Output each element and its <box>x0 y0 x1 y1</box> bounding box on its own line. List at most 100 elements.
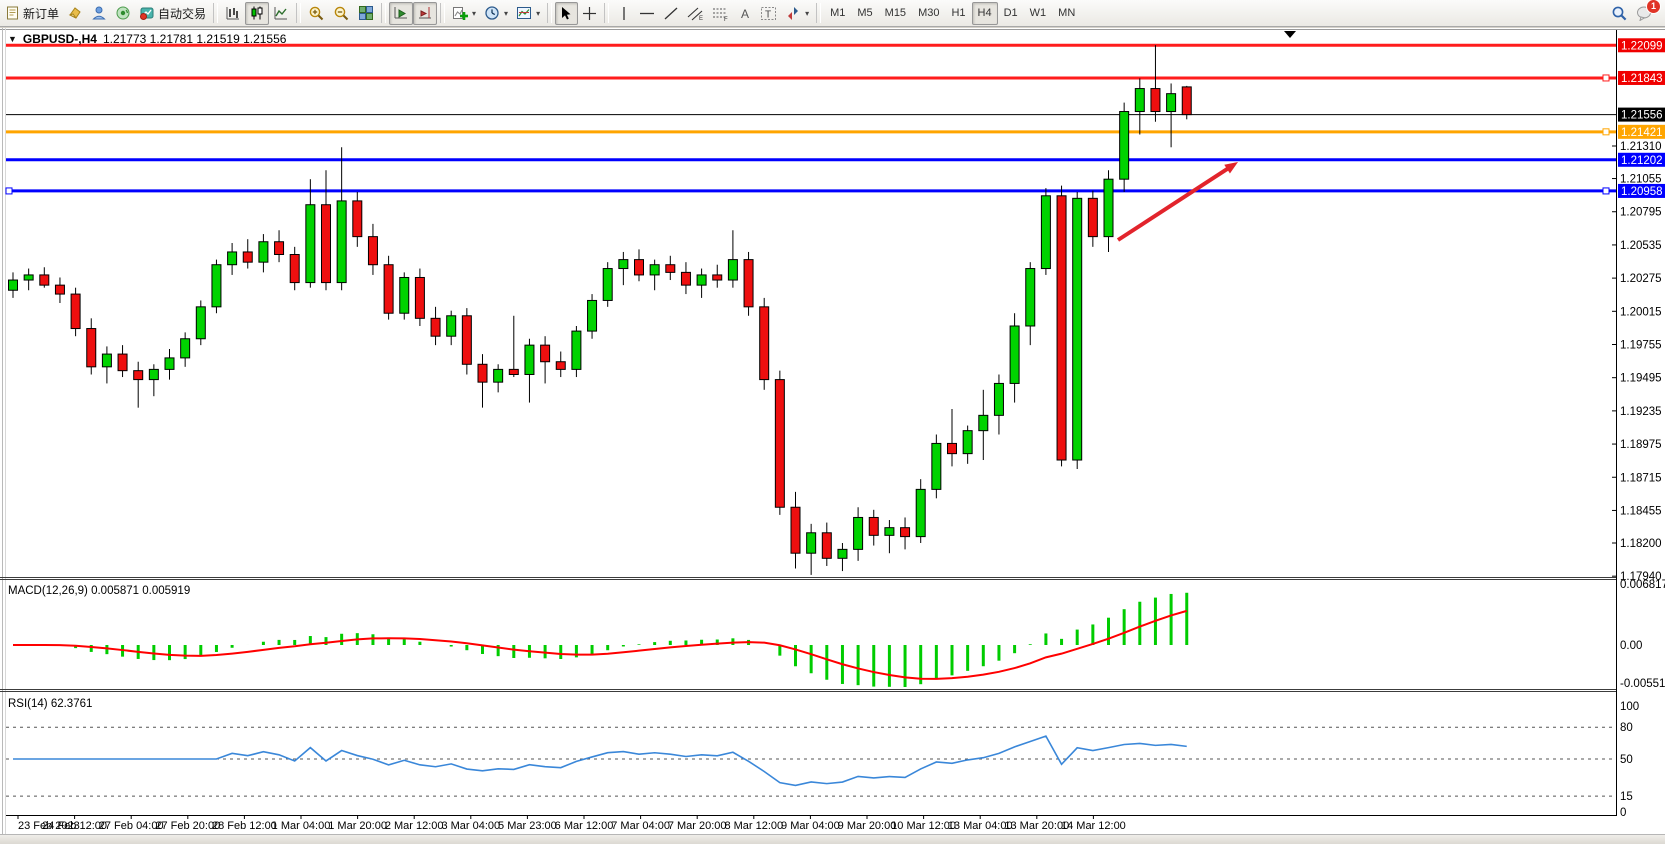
price-label-box <box>1618 124 1665 139</box>
time-axis-label: 3 Mar 04:00 <box>441 820 500 832</box>
timeframe-button-w1[interactable]: W1 <box>1029 7 1047 19</box>
candles-layer[interactable] <box>8 45 1192 575</box>
auto-scroll-button[interactable] <box>389 1 414 25</box>
candle-27 <box>430 317 441 337</box>
gbpusd-h4-chart[interactable]: 1.21310 1.21055 1.20795 1.20535 1.20275 1.200… <box>0 28 1665 834</box>
tile-windows-icon <box>359 6 374 20</box>
macd-scale-label: -0.005518 <box>1620 678 1665 690</box>
toolbar-separator <box>604 3 610 23</box>
time-axis-label: 5 Mar 23:00 <box>498 820 557 832</box>
tile-windows-button[interactable] <box>354 2 378 25</box>
line-chart-mode-button[interactable] <box>269 2 293 25</box>
candle-44 <box>696 274 707 286</box>
zoom-out-button[interactable] <box>329 2 354 25</box>
candle-35 <box>555 361 566 370</box>
time-axis-label: 2 Mar 12:00 <box>385 820 444 832</box>
autotrading-button[interactable]: 自动交易 <box>135 2 210 25</box>
templates-dropdown-icon[interactable]: ▾ <box>536 8 541 18</box>
bar-chart-mode-button[interactable] <box>221 2 245 25</box>
price-tick-label: 1.21055 <box>1620 174 1662 186</box>
price-label-box <box>1618 152 1665 167</box>
candle-0 <box>8 279 18 291</box>
timeframe-group: M1 M5 M15 M30 H1 H4 D1 W1 MN <box>824 1 1081 25</box>
fibonacci-button[interactable]: F <box>708 2 733 25</box>
community-button[interactable] <box>87 2 111 25</box>
macd-scale-label: 0.00 <box>1620 640 1642 652</box>
price-label: 1.22099 <box>1621 40 1663 52</box>
signals-button[interactable] <box>111 2 135 25</box>
periods-dropdown-icon[interactable]: ▾ <box>504 8 509 18</box>
svg-text:A: A <box>741 7 749 21</box>
new-order-button[interactable]: 新订单 <box>2 2 63 25</box>
search-icon <box>1612 6 1627 20</box>
templates-button[interactable]: ▾ <box>512 2 544 25</box>
line-anchor[interactable] <box>1602 187 1610 195</box>
arrows-dropdown-icon[interactable]: ▾ <box>805 8 810 18</box>
toolbar-separator <box>816 3 822 23</box>
text-button[interactable]: A <box>733 2 756 25</box>
chart-window: 1.21310 1.21055 1.20795 1.20535 1.20275 1.200… <box>0 28 1665 834</box>
arrows-button[interactable]: ▾ <box>781 2 813 25</box>
chart-end-marker-icon <box>1284 31 1296 38</box>
periods-button[interactable]: ▾ <box>480 2 512 25</box>
candle-4 <box>70 293 81 330</box>
macd-signal-line <box>12 609 1188 680</box>
timeframe-button-m5[interactable]: M5 <box>857 7 873 19</box>
metaeditor-button[interactable] <box>63 2 87 25</box>
auto-scroll-icon <box>394 7 408 19</box>
horizontal-line-button[interactable] <box>635 2 659 25</box>
chart-shift-button[interactable] <box>413 1 438 25</box>
status-bar <box>0 834 1665 844</box>
timeframe-button-h4[interactable]: H4 <box>971 1 998 25</box>
crosshair-button[interactable] <box>578 2 601 25</box>
timeframe-button-mn[interactable]: MN <box>1058 7 1076 19</box>
candle-5 <box>86 328 97 368</box>
candle-16 <box>258 241 269 263</box>
timeframe-button-m15[interactable]: M15 <box>884 7 907 19</box>
price-label-box <box>1618 70 1665 85</box>
trend-arrow-head[interactable] <box>1224 162 1238 174</box>
trendline-button[interactable] <box>659 2 683 25</box>
timeframe-button-h1[interactable]: H1 <box>951 7 966 19</box>
line-anchor[interactable] <box>5 187 13 195</box>
chart-title: ▼ GBPUSD-,H4 1.21773 1.21781 1.21519 1.2… <box>8 32 286 46</box>
timeframe-button-m30[interactable]: M30 <box>918 7 940 19</box>
indicators-dropdown-icon[interactable]: ▾ <box>472 8 477 18</box>
price-tick-label: 1.20015 <box>1620 306 1662 318</box>
price-tick-label: 1.20795 <box>1620 207 1662 219</box>
candle-8 <box>133 370 144 381</box>
price-label-box <box>1618 107 1665 122</box>
indicators-button[interactable]: ▾ <box>448 2 480 25</box>
candle-54 <box>853 516 864 550</box>
price-tick-label: 1.20275 <box>1620 273 1662 285</box>
notifications-button[interactable]: 1 <box>1632 0 1661 25</box>
zoom-in-button[interactable] <box>304 2 329 25</box>
candle-7 <box>117 353 128 372</box>
chart-shift-icon <box>419 7 432 19</box>
chart-menu-icon[interactable]: ▼ <box>8 34 17 44</box>
timeframe-button-d1[interactable]: D1 <box>1003 7 1018 19</box>
candle-61 <box>962 430 973 455</box>
community-person-icon <box>92 6 106 20</box>
line-anchor[interactable] <box>1602 74 1610 82</box>
text-label-button[interactable]: T <box>756 2 781 25</box>
candlestick-mode-button[interactable] <box>245 1 270 25</box>
price-label: 1.21421 <box>1621 127 1663 139</box>
macd-label: MACD(12,26,9) 0.005871 0.005919 <box>8 585 190 597</box>
trend-arrow[interactable] <box>1116 164 1233 242</box>
equidistant-channel-button[interactable]: E <box>683 2 708 25</box>
price-label-box <box>1618 38 1665 53</box>
candle-66 <box>1040 195 1051 270</box>
macd-scale-label: 0.006817 <box>1620 579 1665 591</box>
cursor-button[interactable] <box>555 1 579 25</box>
price-tick-label: 1.18715 <box>1620 472 1662 484</box>
search-button[interactable] <box>1607 2 1632 25</box>
line-anchor[interactable] <box>1602 128 1610 136</box>
vertical-line-button[interactable] <box>612 2 635 25</box>
timeframe-button-m1[interactable]: M1 <box>830 7 846 19</box>
candle-37 <box>587 299 598 332</box>
candle-69 <box>1087 197 1098 238</box>
candle-3 <box>54 284 65 295</box>
candle-68 <box>1072 197 1083 461</box>
candle-21 <box>336 200 347 284</box>
